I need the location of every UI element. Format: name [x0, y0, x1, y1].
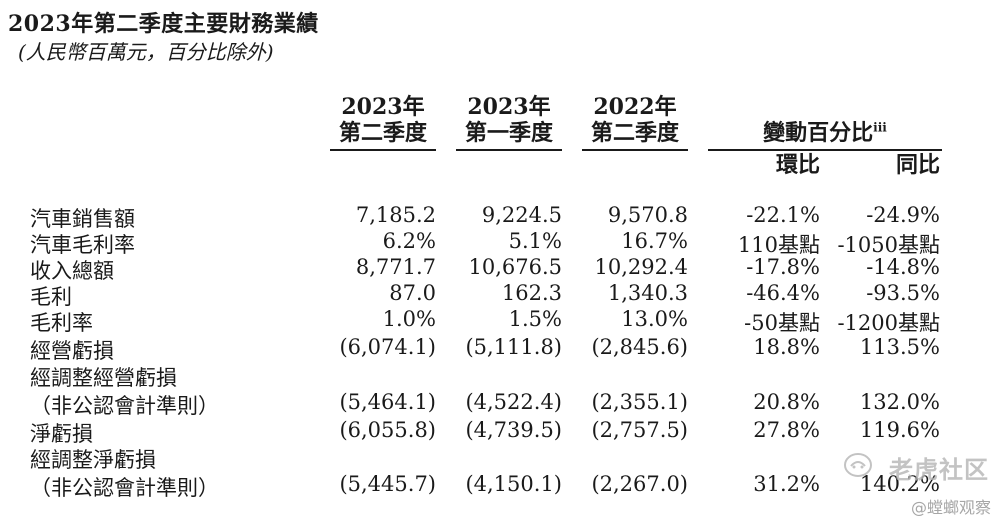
cell-col3: 13.0%	[621, 307, 688, 331]
header-col2-quarter: 第一季度	[464, 120, 553, 146]
header-change-title: 變動百分比	[763, 120, 874, 146]
row-label: 經調整淨虧損	[30, 448, 156, 472]
cell-yoy: 132.0%	[859, 390, 940, 414]
cell-col3: (2,757.5)	[591, 418, 688, 442]
cell-col2: 5.1%	[508, 229, 562, 253]
cell-col1: (5,464.1)	[339, 390, 436, 414]
header-col1: 2023年 第二季度	[330, 94, 436, 146]
row-label: 毛利率	[30, 311, 93, 335]
row-label: 汽車毛利率	[30, 233, 135, 257]
cell-col1: 87.0	[389, 281, 436, 305]
cell-col3: 10,292.4	[594, 255, 688, 279]
row-label: 收入總額	[30, 259, 114, 283]
header-col3: 2022年 第二季度	[582, 94, 688, 146]
header-change-footnote: iii	[873, 120, 887, 135]
cell-col1: (6,074.1)	[339, 335, 436, 359]
cell-yoy: -1200基點	[837, 311, 940, 335]
cell-col1: 1.0%	[382, 307, 436, 331]
cell-qoq: 31.2%	[753, 472, 820, 496]
cell-qoq: -50基點	[744, 311, 820, 335]
cell-col2: 9,224.5	[481, 203, 562, 227]
cell-qoq: -17.8%	[746, 255, 820, 279]
cell-yoy: 113.5%	[859, 335, 940, 359]
header-col3-quarter: 第二季度	[590, 120, 679, 146]
cell-col2: (5,111.8)	[465, 335, 562, 359]
header-col1-quarter: 第二季度	[338, 120, 427, 146]
cell-col2: 1.5%	[508, 307, 562, 331]
cell-col2: 10,676.5	[468, 255, 562, 279]
header-col2: 2023年 第一季度	[456, 94, 562, 146]
cell-col3: 9,570.8	[607, 203, 688, 227]
page-subtitle: (人民幣百萬元，百分比除外)	[18, 40, 274, 64]
cell-yoy: -1050基點	[837, 233, 940, 257]
row-label: （非公認會計準則）	[30, 476, 219, 500]
cell-col1: 6.2%	[382, 229, 436, 253]
cell-col1: (5,445.7)	[339, 472, 436, 496]
row-label: 經調整經營虧損	[30, 366, 177, 390]
header-qoq: 環比	[775, 152, 820, 178]
header-col2-underline	[456, 149, 562, 151]
cell-col1: 8,771.7	[355, 255, 436, 279]
cell-yoy: 140.2%	[859, 472, 940, 496]
row-label: 經營虧損	[30, 339, 114, 363]
header-col3-underline	[582, 149, 688, 151]
cell-col2: (4,150.1)	[465, 472, 562, 496]
cell-col2: (4,522.4)	[465, 390, 562, 414]
cell-qoq: 18.8%	[753, 335, 820, 359]
page-title: 2023年第二季度主要財務業績	[8, 11, 319, 37]
cell-col3: (2,845.6)	[591, 335, 688, 359]
cell-col1: (6,055.8)	[339, 418, 436, 442]
cell-yoy: -93.5%	[866, 281, 940, 305]
row-label: 毛利	[30, 285, 72, 309]
cell-col1: 7,185.2	[355, 203, 436, 227]
header-col1-underline	[330, 149, 436, 151]
cell-qoq: -22.1%	[746, 203, 820, 227]
cell-col2: 162.3	[501, 281, 562, 305]
header-change-underline	[708, 149, 942, 151]
row-label: 淨虧損	[30, 422, 93, 446]
cell-col2: (4,739.5)	[465, 418, 562, 442]
cell-yoy: 119.6%	[859, 418, 940, 442]
cell-col3: 16.7%	[621, 229, 688, 253]
cell-yoy: -24.9%	[866, 203, 940, 227]
cell-col3: (2,267.0)	[591, 472, 688, 496]
header-col2-year: 2023年	[467, 94, 551, 120]
cell-qoq: 27.8%	[753, 418, 820, 442]
cell-yoy: -14.8%	[866, 255, 940, 279]
tiger-logo-icon	[844, 453, 872, 477]
header-yoy: 同比	[895, 152, 940, 178]
cell-qoq: 110基點	[737, 233, 820, 257]
cell-col3: 1,340.3	[607, 281, 688, 305]
cell-qoq: 20.8%	[753, 390, 820, 414]
watermark-sub: @螳螂观察	[910, 498, 991, 517]
header-col1-year: 2023年	[341, 94, 425, 120]
cell-qoq: -46.4%	[746, 281, 820, 305]
header-col3-year: 2022年	[593, 94, 677, 120]
row-label: 汽車銷售額	[30, 207, 135, 231]
watermark-main: 老虎社区	[889, 456, 989, 484]
row-label: （非公認會計準則）	[30, 394, 219, 418]
header-change: 變動百分比iii	[708, 120, 942, 146]
cell-col3: (2,355.1)	[591, 390, 688, 414]
